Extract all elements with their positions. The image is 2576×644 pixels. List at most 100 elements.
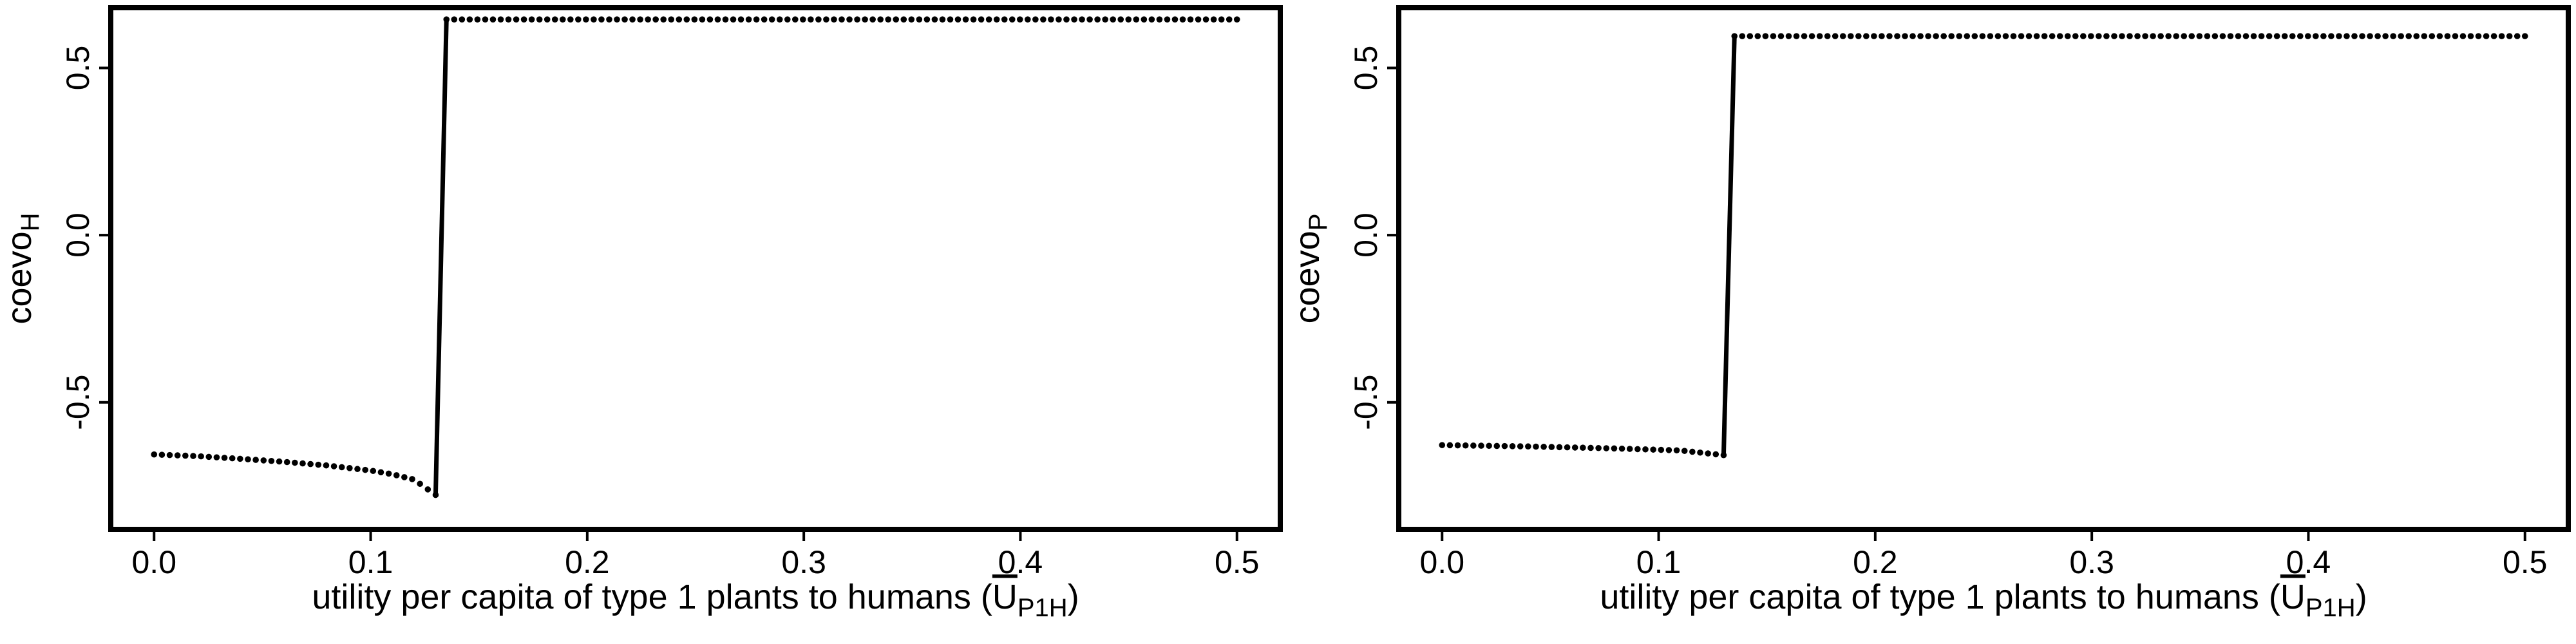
data-point [846,16,853,23]
data-point [1933,33,1939,39]
x-tick-label: 0.4 [2286,544,2331,580]
data-point [1001,16,1008,23]
data-point [745,16,752,23]
chart-panel-coevo-h: 0.0 0.1 0.2 0.3 0.4 0.5 -0.5 0.0 0.5 utility per… [0,5,1283,622]
data-point [2235,33,2242,39]
data-point [2498,33,2505,39]
data-point [1801,33,1808,39]
data-point [784,16,791,23]
data-point [528,16,535,23]
y-tick-label: 0.0 [60,213,96,258]
data-point [1117,16,1124,23]
data-point [1580,444,1586,451]
data-point [1133,16,1140,23]
data-point [676,16,683,23]
data-point [823,16,829,23]
data-layer [151,16,1240,498]
data-point [730,16,737,23]
x-tick-label: 0.0 [1420,544,1465,580]
data-point [900,16,907,23]
data-point [1948,33,1955,39]
data-point [1697,449,1703,456]
data-point [2010,33,2017,39]
data-point [2181,33,2188,39]
data-point [1917,33,1924,39]
data-point [409,476,415,482]
data-point [1071,16,1077,23]
data-point [877,16,884,23]
data-point [2413,33,2420,39]
data-point [1179,16,1186,23]
data-point [1233,16,1240,23]
data-point [645,16,651,23]
data-point [1079,16,1085,23]
data-point [2072,33,2079,39]
data-point [2459,33,2467,39]
data-point [2064,33,2071,39]
data-point [1439,442,1446,448]
data-point [1634,446,1641,453]
data-point [1032,16,1039,23]
x-axis-label-subscript: P1H [2306,594,2356,622]
x-tick-label: 0.1 [348,544,393,580]
data-point [2344,33,2350,39]
data-point [370,468,377,475]
tick-layer: 0.0 0.1 0.2 0.3 0.4 0.5 -0.5 0.0 0.5 [60,46,1259,580]
data-point [1777,33,1785,39]
data-point [2506,33,2513,39]
data-point [1863,33,1870,39]
data-point [245,456,251,463]
data-point [869,16,876,23]
y-axis-label-text: coevo [1288,231,1327,323]
data-point [1770,33,1777,39]
data-point [2359,33,2365,39]
data-point [1785,33,1792,39]
data-point [1762,33,1769,39]
data-point [808,16,814,23]
data-point [377,469,384,476]
data-point [1747,33,1754,39]
data-point [2111,33,2117,39]
data-point [970,16,977,23]
data-point [606,16,612,23]
data-point [1902,33,1908,39]
data-point [482,16,489,23]
data-point [1202,16,1209,23]
data-point [776,16,783,23]
data-point [1141,16,1148,23]
x-axis-label-text: utility per capita of type 1 plants to h… [1600,578,2280,616]
data-point [838,16,845,23]
y-tick-label: 0.0 [1348,213,1384,258]
data-point [2266,33,2273,39]
data-point [1016,16,1023,23]
data-point [1650,446,1656,453]
data-point [2273,33,2280,39]
data-point [2490,33,2497,39]
data-point [2204,33,2211,39]
data-point [1564,444,1571,451]
data-point [1218,16,1225,23]
data-point [451,16,458,23]
data-point [614,16,620,23]
data-point [2374,33,2381,39]
data-point [338,464,345,471]
data-point [354,466,361,473]
x-tick-label: 0.0 [132,544,177,580]
data-point [2258,33,2265,39]
data-point [1956,33,1963,39]
data-point [1847,33,1854,39]
data-point [1125,16,1132,23]
data-point [401,474,408,480]
data-point [2079,33,2087,39]
data-point [791,16,799,23]
data-point [299,460,306,467]
data-point [505,16,512,23]
data-point [753,16,760,23]
x-axis-label-subscript: P1H [1018,594,1068,622]
data-point [962,16,969,23]
data-point [1486,442,1492,450]
data-point [559,16,566,23]
data-point [2002,33,2009,39]
data-point [1056,16,1062,23]
data-point [2367,33,2373,39]
